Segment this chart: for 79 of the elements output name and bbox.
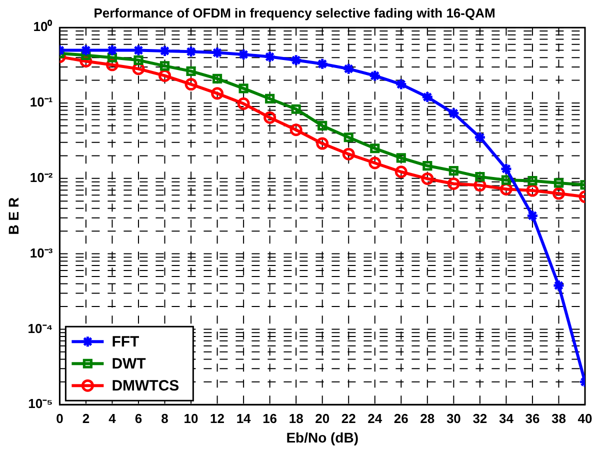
point [238,84,248,94]
x-tick-label: 28 [420,410,435,426]
x-tick-label: 32 [472,410,488,426]
point [316,58,329,70]
point [528,176,538,186]
point [184,78,198,91]
chart-title: Performance of OFDM in frequency selective fading with 16-QAM [94,5,496,20]
point [552,187,565,200]
x-tick-label: 30 [446,410,461,426]
point [447,107,460,120]
x-tick-label: 2 [82,410,90,426]
x-tick-label: 38 [552,410,566,426]
y-tick-label: 10⁰ [33,19,53,34]
point [318,120,328,130]
y-tick-label: 10⁻⁴ [28,320,53,336]
x-tick-label: 14 [236,410,252,426]
point [211,87,224,100]
x-tick-label: 8 [161,410,168,426]
point [342,148,355,160]
y-axis-title: B E R [5,197,22,235]
point [212,74,222,84]
x-tick-label: 20 [315,410,330,426]
point [134,55,144,65]
point [291,104,301,114]
point [290,54,302,66]
point [526,209,539,222]
point [501,175,511,185]
x-axis-title: Eb/No (dB) [286,429,359,446]
legend-label: DMWTCS [112,378,180,395]
x-tick-label: 16 [262,410,278,426]
y-tick-label: 10⁻³ [30,245,54,260]
point [290,124,302,136]
x-tick-label: 40 [578,410,592,426]
x-tick-label: 36 [525,410,540,426]
point [264,50,276,64]
x-tick-label: 22 [341,410,356,426]
x-tick-label: 18 [288,410,304,426]
point [158,69,171,82]
x-tick-label: 24 [368,410,383,426]
point [368,156,382,170]
x-tick-label: 0 [56,410,64,426]
point [237,97,250,110]
x-tick-label: 6 [134,410,142,426]
point [158,44,171,58]
point [554,178,564,188]
point [447,177,460,190]
point [448,166,458,176]
point [370,144,380,154]
point [422,161,432,171]
point [264,111,276,124]
point [396,153,406,163]
point [394,166,408,178]
legend-label: FFT [112,334,140,351]
x-tick-label: 12 [210,410,225,426]
x-tick-label: 4 [108,410,117,426]
point [186,66,196,76]
y-tick-label: 10⁻⁵ [28,396,53,412]
point [265,94,275,104]
x-tick-label: 26 [394,410,408,426]
y-tick-label: 10⁻¹ [30,94,53,110]
point [342,62,355,76]
y-tick-label: 10⁻² [30,170,54,185]
point [237,48,250,61]
x-tick-label: 34 [498,410,514,426]
point [316,137,329,150]
point [211,46,224,59]
point [421,172,434,185]
x-tick-label: 10 [184,410,198,426]
point [394,78,408,91]
point [526,184,539,197]
legend-label: DWT [112,356,146,373]
point [474,131,486,144]
point [344,132,354,142]
point [368,69,382,82]
point [552,279,565,292]
point [500,162,512,176]
point [421,90,434,104]
point [160,61,170,71]
point [475,172,485,182]
